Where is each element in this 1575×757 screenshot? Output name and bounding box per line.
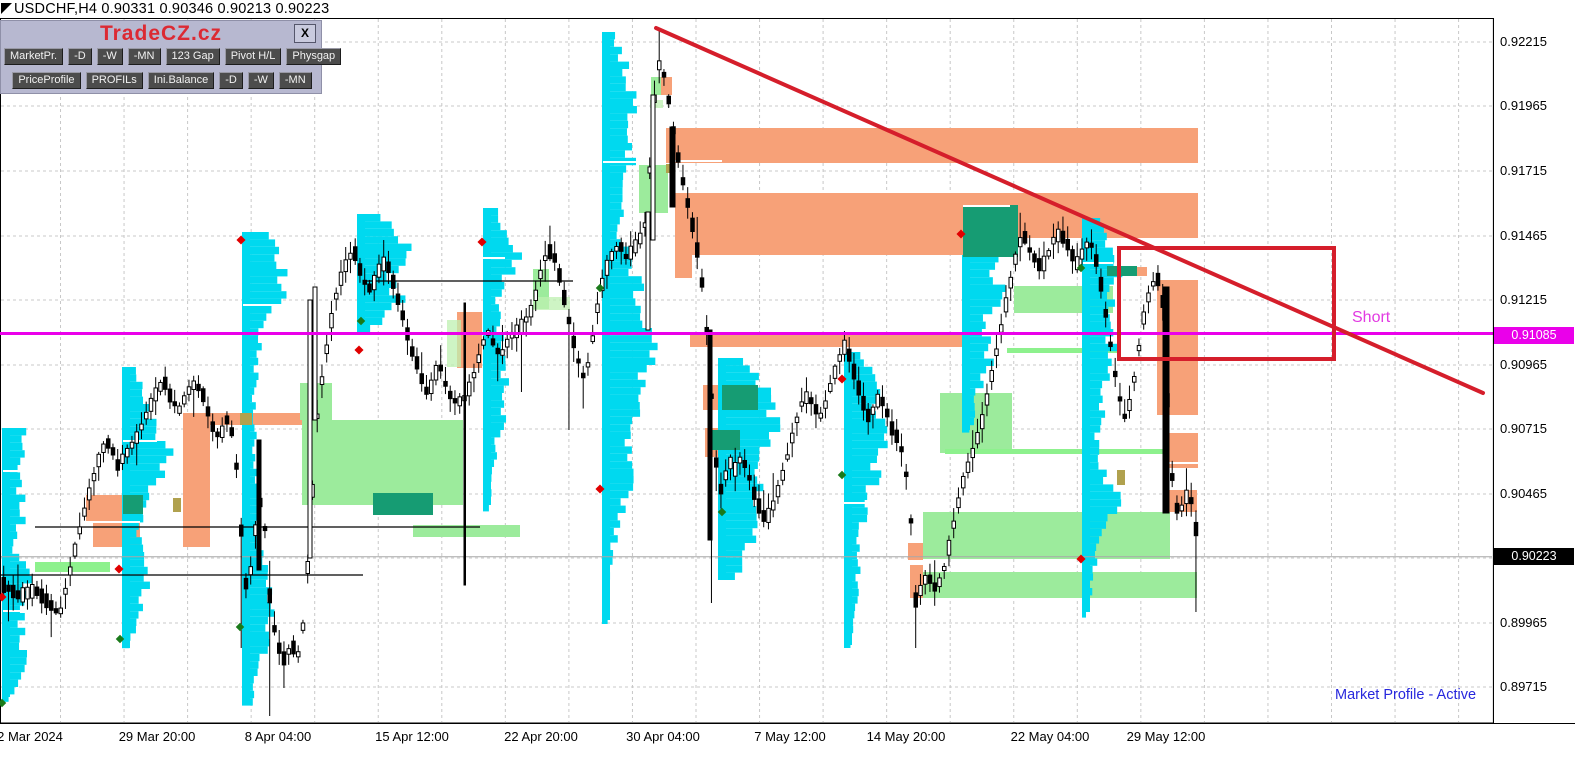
zone-green1 — [413, 525, 520, 537]
zone-teal — [123, 495, 143, 514]
time-label: 2 Mar 2024 — [0, 729, 63, 744]
zone-green1 — [302, 420, 463, 505]
time-label: 29 May 12:00 — [1126, 729, 1206, 744]
price-label: 0.92215 — [1500, 34, 1547, 49]
red-arrow-icon — [236, 235, 246, 245]
zone-green2 — [447, 320, 461, 367]
zone-green1 — [923, 572, 1197, 598]
time-label: 15 Apr 12:00 — [375, 729, 449, 744]
price-label: 0.89715 — [1500, 679, 1547, 694]
price-label: 0.90965 — [1500, 357, 1547, 372]
zone-teal — [373, 493, 433, 515]
panel-button-row-1: MarketPr. -D -W -MN 123 Gap Pivot H/L Physgap — [4, 48, 342, 65]
price-label: 0.91715 — [1500, 163, 1547, 178]
panel-priceprofile-button[interactable]: PriceProfile — [12, 72, 81, 89]
time-label: 30 Apr 04:00 — [626, 729, 700, 744]
time-axis[interactable]: 2 Mar 2024 29 Mar 20:00 8 Apr 04:00 15 Apr … — [0, 724, 1575, 757]
zone-green1 — [651, 77, 661, 95]
zone-teal — [710, 430, 740, 450]
panel-button-row-2: PriceProfile PROFILs Ini.Balance -D -W -MN — [4, 72, 320, 89]
tradecz-indicator-panel: TradeCZ.cz X MarketPr. -D -W -MN 123 Gap Pivo… — [0, 20, 342, 94]
price-label: 0.91215 — [1500, 292, 1547, 307]
price-label: 0.90465 — [1500, 486, 1547, 501]
zone-orange — [661, 77, 672, 95]
zone-orange — [666, 128, 1198, 163]
zone-orange — [908, 543, 923, 560]
green-arrow-icon — [837, 470, 847, 480]
zone-orange — [183, 425, 210, 547]
green-arrow-icon — [1076, 263, 1086, 273]
panel-brand: TradeCZ.cz — [99, 22, 223, 45]
close-icon[interactable]: X — [294, 24, 316, 43]
candlesticks — [1, 30, 1199, 716]
price-label: 0.89965 — [1500, 615, 1547, 630]
zone-teal — [722, 385, 758, 410]
zone-green2 — [533, 297, 570, 310]
zone-orange — [675, 255, 692, 278]
red-arrow-icon — [1076, 554, 1086, 564]
time-label: 7 May 12:00 — [754, 729, 826, 744]
short-zone-rect[interactable] — [1117, 246, 1336, 361]
window-title: USDCHF,H4 0.90331 0.90346 0.90213 0.9022… — [14, 1, 330, 17]
dark-zones — [123, 164, 1137, 515]
price-axis[interactable]: 0.92215 0.91965 0.91715 0.91465 0.91215 0.909… — [1494, 0, 1575, 723]
panel-d-button[interactable]: -D — [219, 72, 243, 89]
zone-green2 — [650, 100, 663, 108]
market-profile-histograms — [2, 32, 1123, 706]
zone-teal — [1107, 266, 1137, 276]
market-profile-status: Market Profile - Active — [1335, 687, 1477, 703]
panel-w-button[interactable]: -W — [247, 72, 274, 89]
zone-green3 — [1007, 348, 1118, 353]
panel-123gap-button[interactable]: 123 Gap — [165, 48, 220, 65]
time-label: 22 May 04:00 — [1010, 729, 1090, 744]
panel-marketpr-button[interactable]: MarketPr. — [4, 48, 64, 65]
time-label: 14 May 20:00 — [866, 729, 946, 744]
price-label: 0.91465 — [1500, 228, 1547, 243]
panel-mn-button[interactable]: -MN — [127, 48, 161, 65]
panel-w-button[interactable]: -W — [96, 48, 123, 65]
trendline[interactable] — [654, 26, 1485, 395]
short-annotation[interactable]: Short — [1352, 309, 1391, 326]
zone-olive — [1117, 470, 1125, 485]
green-arrow-icon — [356, 316, 366, 326]
chart-corner-icon — [1, 3, 12, 14]
panel-mn-button[interactable]: -MN — [278, 72, 312, 89]
panel-pivothl-button[interactable]: Pivot H/L — [224, 48, 282, 65]
green-arrow-icon — [717, 507, 727, 517]
red-arrow-icon — [0, 592, 7, 602]
panel-d-button[interactable]: -D — [68, 48, 92, 65]
zone-orange — [675, 238, 963, 255]
current-price-badge: 0.90223 — [1494, 548, 1574, 565]
magenta-price-badge: 0.91085 — [1494, 327, 1574, 344]
zone-olive — [240, 413, 252, 425]
zone-green1 — [923, 512, 1170, 559]
price-label: 0.91965 — [1500, 98, 1547, 113]
time-label: 8 Apr 04:00 — [244, 729, 312, 744]
zone-orange — [690, 334, 963, 347]
zone-olive — [173, 498, 181, 512]
panel-physgap-button[interactable]: Physgap — [286, 48, 342, 65]
panel-profils-button[interactable]: PROFILs — [85, 72, 143, 89]
panel-inibalance-button[interactable]: Ini.Balance — [147, 72, 215, 89]
zone-orange — [1137, 267, 1147, 276]
green-arrow-icon — [595, 283, 605, 293]
zone-green3 — [945, 449, 1163, 454]
time-label: 22 Apr 20:00 — [504, 729, 578, 744]
time-label: 29 Mar 20:00 — [118, 729, 196, 744]
price-label: 0.90715 — [1500, 421, 1547, 436]
zone-teal — [963, 205, 1018, 257]
